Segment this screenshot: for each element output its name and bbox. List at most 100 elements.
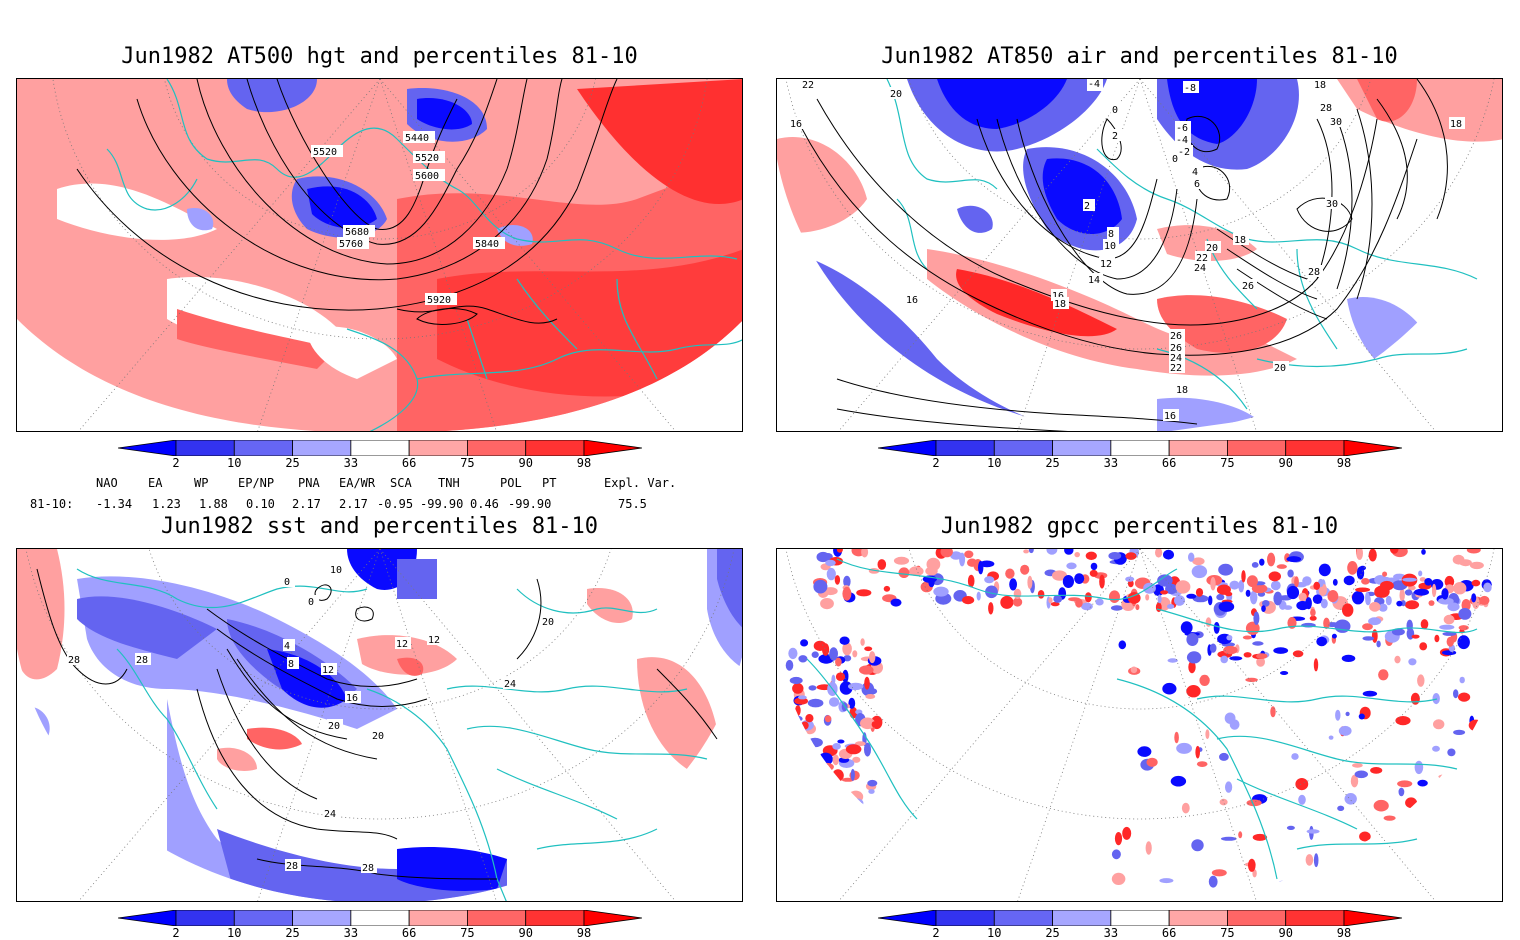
colorbar-tick-label: 2 (172, 926, 180, 940)
colorbar-segment (175, 439, 235, 457)
colorbar-tick-label: 75 (1220, 926, 1235, 940)
panel-title-air850: Jun1982 AT850 air and percentiles 81-10 (881, 44, 1398, 69)
colorbar-tick-label: 98 (576, 456, 592, 470)
idx-header: EP/NP (238, 476, 275, 490)
colorbar-segment (1110, 909, 1170, 927)
contour-label: 5840 (475, 239, 499, 250)
contour-label: 4 (284, 641, 290, 652)
colorbar-segment (1052, 909, 1112, 927)
contour-label: 24 (324, 809, 336, 820)
colorbar-tick-label: 2 (932, 456, 940, 470)
contour-label: 0 (1172, 154, 1178, 165)
colorbar-segment (1052, 439, 1112, 457)
contour-label: 24 (504, 679, 516, 690)
colorbar-tick-label: 10 (987, 926, 1002, 940)
colorbar-segment (1343, 909, 1403, 927)
contour-label: 0 (308, 597, 314, 608)
contour-label: 22 (1170, 363, 1182, 374)
contour-label: 4 (1192, 167, 1198, 178)
colorbar-segment (583, 909, 643, 927)
contour-label: 16 (346, 693, 358, 704)
contour-label: -4 (1088, 79, 1100, 90)
colorbar-segment (935, 909, 995, 927)
colorbar-segment (993, 439, 1053, 457)
contour-label: 20 (890, 89, 902, 100)
contour-label: 24 (1194, 263, 1206, 274)
idx-header: EA/WR (339, 476, 376, 490)
colorbar-hgt500: 2 10 25 33 66 75 90 98 (117, 439, 643, 470)
contour-label: -4 (1176, 135, 1188, 146)
contour-label: 2 (1084, 201, 1090, 212)
idx-value: -99.90 (508, 497, 552, 511)
colorbar-tick-label: 33 (343, 926, 359, 940)
contour-label: -6 (1176, 123, 1188, 134)
contour-label: 12 (1100, 259, 1112, 270)
idx-header: NAO (96, 476, 118, 490)
colorbar-tick-label: 66 (1161, 456, 1177, 470)
contour-label: 16 (906, 295, 918, 306)
contour-label: 28 (362, 863, 374, 874)
idx-value: -0.95 (377, 497, 414, 511)
colorbar-segment (117, 909, 177, 927)
contour-label: 5520 (313, 147, 337, 158)
contour-label: 12 (322, 665, 334, 676)
colorbar-segment (408, 439, 468, 457)
contour-label: 20 (328, 721, 340, 732)
colorbar-air850: 2 10 25 33 66 75 90 98 (877, 439, 1403, 470)
panel-title-sst: Jun1982 sst and percentiles 81-10 (160, 514, 599, 539)
contour-label: 10 (1104, 241, 1116, 252)
colorbar-gpcc: 2 10 25 33 66 75 90 98 (877, 909, 1403, 940)
contour-label: 20 (1274, 363, 1286, 374)
contour-label: 12 (396, 639, 408, 650)
colorbar-segment (1168, 909, 1228, 927)
colorbar-tick-label: 75 (460, 456, 475, 470)
colorbar-tick-label: 10 (227, 926, 242, 940)
colorbar-segment (1110, 439, 1170, 457)
colorbar-tick-label: 10 (987, 456, 1002, 470)
colorbar-segment (175, 909, 235, 927)
idx-header: PT (542, 476, 557, 490)
colorbar-tick-label: 2 (172, 456, 180, 470)
contour-label: 18 (1054, 299, 1066, 310)
colorbar-segment (525, 909, 585, 927)
colorbar-tick-label: 10 (227, 456, 242, 470)
colorbar-segment (1227, 439, 1287, 457)
colorbar-tick-label: 2 (932, 926, 940, 940)
colorbar-segment (583, 439, 643, 457)
contour-label: 26 (1242, 281, 1254, 292)
contour-label: 0 (1112, 105, 1118, 116)
contour-label: -8 (1184, 83, 1196, 94)
colorbar-segment (292, 909, 352, 927)
contour-label: 8 (288, 659, 294, 670)
idx-value: 0.10 (246, 497, 275, 511)
contour-label: 18 (1176, 385, 1188, 396)
colorbar-tick-label: 90 (1278, 456, 1293, 470)
colorbar-tick-label: 25 (285, 456, 300, 470)
colorbar-tick-label: 90 (518, 926, 533, 940)
contour-label: 5600 (415, 171, 439, 182)
map-gpcc (776, 548, 1503, 902)
contour-label: 22 (802, 80, 814, 91)
idx-row-label: 81-10: (30, 497, 74, 511)
contour-label: 28 (1308, 267, 1320, 278)
map-air850: 22 20 16 -4 -8 0 2 -6 -4 -2 0 4 6 2 8 10… (776, 78, 1503, 432)
contour-label: 10 (330, 565, 342, 576)
idx-value: -99.90 (420, 497, 464, 511)
colorbar-segment (233, 439, 293, 457)
colorbar-tick-label: 75 (1220, 456, 1235, 470)
colorbar-tick-label: 75 (460, 926, 475, 940)
colorbar-segment (525, 439, 585, 457)
contour-label: 5760 (339, 239, 363, 250)
idx-value: 2.17 (339, 497, 368, 511)
colorbar-tick-label: 25 (1045, 926, 1060, 940)
idx-value: 1.23 (152, 497, 181, 511)
map-hgt500: 5440 5520 5520 5600 5680 5760 5840 5920 (16, 78, 743, 432)
contour-label: 28 (1320, 103, 1332, 114)
contour-label: 28 (68, 655, 80, 666)
colorbar-segment (1285, 439, 1345, 457)
contour-label: 14 (1088, 275, 1100, 286)
contour-label: 26 (1170, 331, 1182, 342)
contour-label: 30 (1326, 199, 1338, 210)
idx-value: 0.46 (470, 497, 499, 511)
contour-label: 5680 (345, 227, 369, 238)
